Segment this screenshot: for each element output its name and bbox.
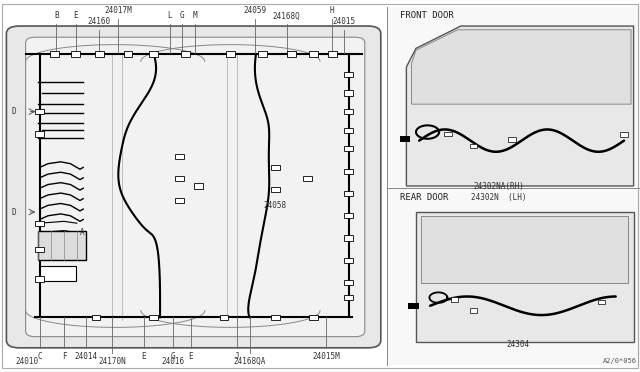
Bar bbox=[387, 7, 640, 365]
Bar bbox=[95, 51, 104, 57]
Text: D: D bbox=[12, 107, 16, 116]
Bar bbox=[451, 297, 458, 302]
Bar bbox=[50, 51, 59, 57]
Text: 24168Q: 24168Q bbox=[273, 12, 301, 20]
Text: 24014: 24014 bbox=[75, 352, 98, 360]
Text: REAR DOOR: REAR DOOR bbox=[400, 193, 449, 202]
Bar bbox=[40, 266, 76, 281]
FancyBboxPatch shape bbox=[26, 37, 365, 337]
Bar bbox=[344, 128, 353, 133]
Bar bbox=[38, 231, 86, 260]
Text: 24058: 24058 bbox=[264, 201, 287, 210]
Bar bbox=[271, 165, 280, 170]
Bar bbox=[71, 51, 80, 57]
Text: 24015M: 24015M bbox=[312, 352, 340, 360]
Bar bbox=[35, 276, 44, 282]
Text: 24302NA(RH)
24302N  (LH): 24302NA(RH) 24302N (LH) bbox=[472, 182, 527, 202]
Text: A2/0*056: A2/0*056 bbox=[603, 358, 637, 364]
Text: E: E bbox=[73, 12, 78, 20]
Bar bbox=[620, 132, 628, 137]
Bar bbox=[344, 109, 353, 114]
FancyBboxPatch shape bbox=[6, 26, 381, 348]
Bar bbox=[408, 303, 419, 309]
Text: J: J bbox=[234, 352, 239, 360]
Bar bbox=[175, 198, 184, 203]
Text: L: L bbox=[167, 12, 172, 20]
Bar bbox=[598, 300, 605, 304]
Text: B: B bbox=[54, 12, 59, 20]
Polygon shape bbox=[412, 30, 631, 104]
Bar bbox=[149, 51, 158, 57]
Bar bbox=[175, 176, 184, 181]
Bar bbox=[344, 146, 353, 151]
Text: D: D bbox=[12, 208, 16, 217]
Bar bbox=[258, 51, 267, 57]
Bar bbox=[175, 154, 184, 159]
Text: 24010: 24010 bbox=[15, 357, 38, 366]
Bar bbox=[344, 235, 353, 241]
Text: F: F bbox=[61, 352, 67, 360]
Text: 24015: 24015 bbox=[333, 17, 356, 26]
Text: C: C bbox=[37, 352, 42, 360]
Polygon shape bbox=[421, 216, 628, 283]
Bar bbox=[328, 51, 337, 57]
Bar bbox=[271, 315, 280, 320]
Bar bbox=[344, 258, 353, 263]
Text: M: M bbox=[193, 12, 198, 20]
Bar bbox=[344, 213, 353, 218]
Bar bbox=[92, 315, 100, 320]
Bar bbox=[470, 308, 477, 313]
Bar bbox=[271, 187, 280, 192]
Bar bbox=[303, 176, 312, 181]
Bar bbox=[194, 183, 203, 189]
Text: 24017M: 24017M bbox=[104, 6, 132, 15]
Text: 24168QA: 24168QA bbox=[234, 357, 266, 366]
Bar bbox=[344, 191, 353, 196]
Bar bbox=[226, 51, 235, 57]
Bar bbox=[508, 137, 516, 142]
Text: H: H bbox=[329, 6, 334, 15]
Bar bbox=[344, 280, 353, 285]
Bar bbox=[309, 51, 318, 57]
Polygon shape bbox=[406, 26, 634, 186]
Text: 24059: 24059 bbox=[243, 6, 266, 15]
Text: FRONT DOOR: FRONT DOOR bbox=[400, 11, 454, 20]
Text: E: E bbox=[188, 352, 193, 360]
Bar bbox=[220, 315, 228, 320]
Text: 24016: 24016 bbox=[161, 357, 184, 366]
Text: 24160: 24160 bbox=[88, 17, 111, 26]
Text: 24304: 24304 bbox=[507, 340, 530, 349]
Text: G: G bbox=[170, 352, 175, 360]
Bar bbox=[400, 136, 410, 142]
Text: G: G bbox=[180, 12, 185, 20]
Bar bbox=[35, 131, 44, 137]
Bar bbox=[344, 72, 353, 77]
Text: 24170N: 24170N bbox=[98, 357, 126, 366]
Bar bbox=[35, 247, 44, 252]
Bar bbox=[344, 295, 353, 300]
Bar bbox=[287, 51, 296, 57]
Bar bbox=[181, 51, 190, 57]
Text: A: A bbox=[80, 228, 84, 237]
Bar bbox=[35, 221, 44, 226]
Bar bbox=[470, 144, 477, 148]
Text: E: E bbox=[141, 352, 147, 360]
Bar bbox=[309, 315, 318, 320]
Bar bbox=[344, 90, 353, 96]
Bar bbox=[344, 169, 353, 174]
Bar bbox=[149, 315, 158, 320]
Bar bbox=[444, 132, 452, 136]
Bar bbox=[124, 51, 132, 57]
Bar bbox=[35, 109, 44, 114]
Polygon shape bbox=[416, 212, 634, 342]
